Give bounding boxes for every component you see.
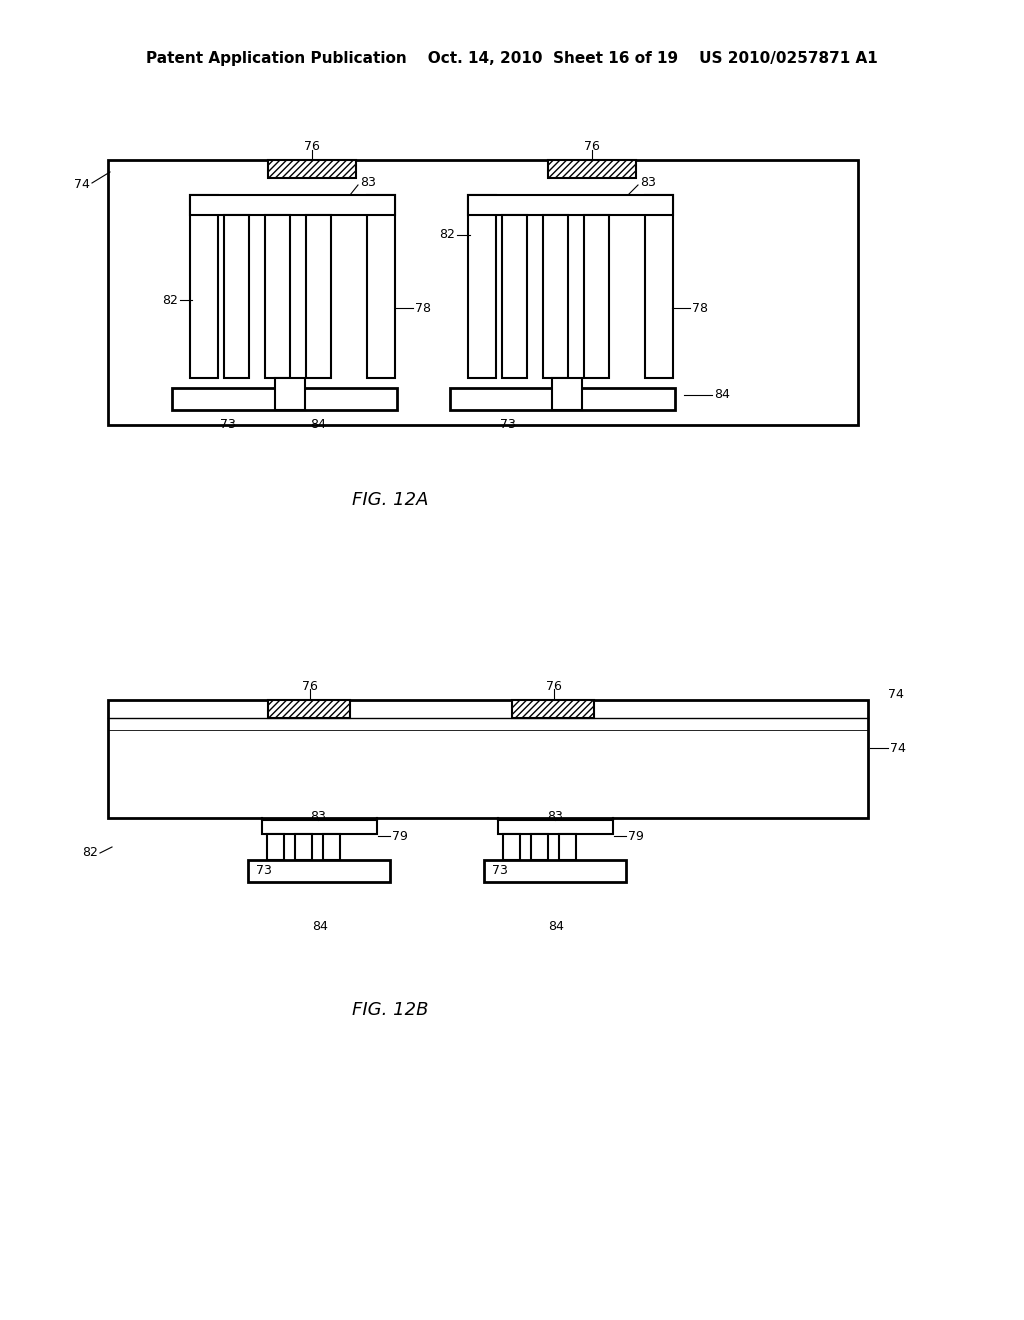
Bar bbox=[450, 388, 675, 411]
Bar bbox=[584, 215, 609, 378]
Bar bbox=[484, 861, 626, 882]
Bar bbox=[267, 834, 284, 861]
Bar bbox=[275, 378, 305, 411]
Text: 79: 79 bbox=[392, 829, 408, 842]
Bar bbox=[268, 700, 350, 718]
Bar bbox=[262, 820, 377, 834]
Text: 76: 76 bbox=[546, 680, 562, 693]
Text: Patent Application Publication    Oct. 14, 2010  Sheet 16 of 19    US 2010/02578: Patent Application Publication Oct. 14, … bbox=[146, 50, 878, 66]
Bar bbox=[265, 215, 290, 378]
Bar bbox=[367, 195, 395, 378]
Text: 84: 84 bbox=[548, 920, 564, 932]
Text: 73: 73 bbox=[256, 865, 272, 878]
Bar bbox=[108, 160, 858, 425]
Bar bbox=[224, 215, 249, 378]
Text: 76: 76 bbox=[302, 680, 317, 693]
Text: 74: 74 bbox=[888, 689, 904, 701]
Text: FIG. 12B: FIG. 12B bbox=[352, 1001, 428, 1019]
Text: 83: 83 bbox=[310, 809, 326, 822]
Bar bbox=[248, 861, 390, 882]
Bar bbox=[498, 820, 613, 834]
Text: 84: 84 bbox=[310, 417, 326, 430]
Text: 73: 73 bbox=[220, 417, 236, 430]
Text: 73: 73 bbox=[493, 865, 508, 878]
Bar bbox=[468, 195, 673, 215]
Bar bbox=[645, 195, 673, 378]
Text: 76: 76 bbox=[584, 140, 600, 153]
Text: 83: 83 bbox=[640, 177, 656, 190]
Bar bbox=[468, 195, 496, 378]
Bar bbox=[559, 834, 575, 861]
Bar bbox=[512, 700, 594, 718]
Bar bbox=[190, 195, 218, 378]
Text: 83: 83 bbox=[360, 177, 376, 190]
Bar bbox=[295, 834, 312, 861]
Text: 79: 79 bbox=[628, 829, 644, 842]
Text: 83: 83 bbox=[547, 809, 563, 822]
Bar bbox=[268, 160, 356, 178]
Bar bbox=[190, 195, 395, 215]
Bar bbox=[503, 834, 520, 861]
Bar bbox=[548, 160, 636, 178]
Bar bbox=[552, 378, 582, 411]
Bar bbox=[172, 388, 397, 411]
Text: 74: 74 bbox=[890, 742, 906, 755]
Text: 84: 84 bbox=[312, 920, 328, 932]
Text: FIG. 12A: FIG. 12A bbox=[352, 491, 428, 510]
Bar bbox=[543, 215, 568, 378]
Text: 74: 74 bbox=[74, 178, 90, 191]
Text: 84: 84 bbox=[714, 388, 730, 401]
Bar bbox=[306, 215, 331, 378]
Text: 73: 73 bbox=[500, 417, 516, 430]
Text: 82: 82 bbox=[162, 293, 178, 306]
Bar bbox=[108, 700, 868, 818]
Text: 82: 82 bbox=[439, 228, 455, 242]
Text: 76: 76 bbox=[304, 140, 319, 153]
Bar bbox=[531, 834, 548, 861]
Bar bbox=[502, 215, 527, 378]
Bar bbox=[323, 834, 340, 861]
Text: 82: 82 bbox=[82, 846, 98, 859]
Text: 78: 78 bbox=[692, 301, 708, 314]
Text: 78: 78 bbox=[415, 301, 431, 314]
